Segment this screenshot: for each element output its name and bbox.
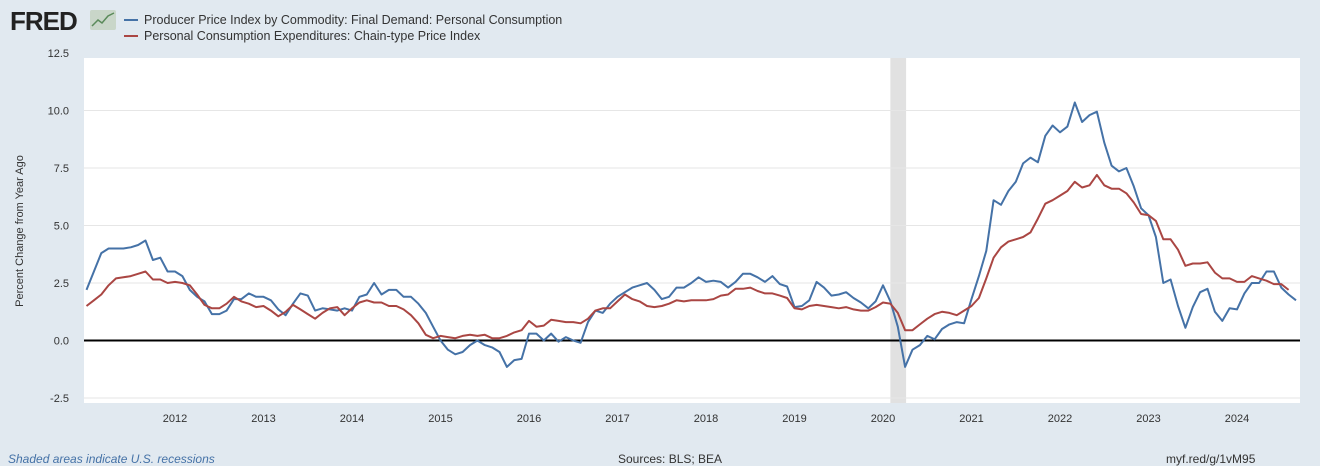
chart-line-icon: [90, 10, 116, 30]
plot-area: [84, 58, 1300, 403]
x-tick-label: 2018: [694, 413, 718, 425]
legend-item-pce[interactable]: Personal Consumption Expenditures: Chain…: [124, 28, 562, 44]
x-tick-label: 2017: [605, 413, 629, 425]
fred-logo[interactable]: FRED: [10, 6, 78, 36]
x-tick-label: 2014: [340, 413, 364, 425]
x-tick-label: 2016: [517, 413, 541, 425]
legend-label: Personal Consumption Expenditures: Chain…: [144, 29, 481, 43]
y-tick-label: 12.5: [48, 48, 69, 60]
y-tick-label: 10.0: [48, 106, 69, 118]
recession-band: [890, 58, 907, 403]
y-tick-label: 2.5: [54, 278, 69, 290]
legend-item-ppi[interactable]: Producer Price Index by Commodity: Final…: [124, 12, 562, 28]
y-tick-label: 0.0: [54, 336, 69, 348]
legend-swatch: [124, 35, 138, 37]
y-tick-label: -2.5: [50, 393, 69, 405]
x-tick-label: 2020: [871, 413, 895, 425]
x-tick-label: 2019: [782, 413, 806, 425]
recession-note-link[interactable]: Shaded areas indicate U.S. recessions: [8, 452, 215, 466]
x-tick-label: 2012: [163, 413, 187, 425]
short-url-link[interactable]: myf.red/g/1vM95: [1166, 452, 1256, 466]
series-line-pce: [85, 173, 1290, 340]
y-tick-label: 7.5: [54, 163, 69, 175]
x-tick-label: 2023: [1136, 413, 1160, 425]
legend-label: Producer Price Index by Commodity: Final…: [144, 13, 563, 27]
legend-swatch: [124, 19, 138, 21]
series-line-ppi: [85, 101, 1297, 368]
x-tick-label: 2024: [1225, 413, 1249, 425]
y-tick-label: 5.0: [54, 221, 69, 233]
x-tick-label: 2013: [251, 413, 275, 425]
x-tick-label: 2021: [959, 413, 983, 425]
legend: Producer Price Index by Commodity: Final…: [124, 12, 562, 44]
y-axis-label: Percent Change from Year Ago: [14, 155, 26, 307]
sources-text: Sources: BLS; BEA: [618, 452, 723, 466]
x-tick-label: 2022: [1048, 413, 1072, 425]
x-tick-label: 2015: [428, 413, 452, 425]
